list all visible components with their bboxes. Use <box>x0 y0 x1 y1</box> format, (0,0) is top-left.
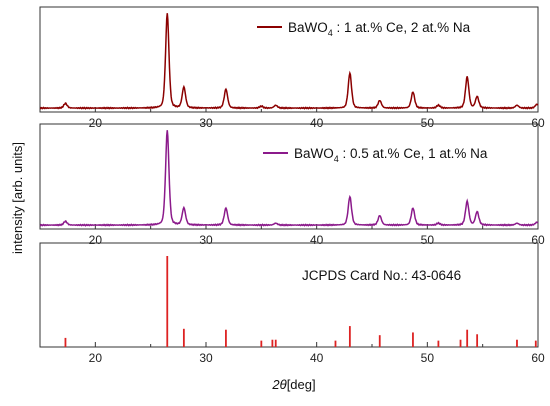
x-axis-symbol: 2θ <box>271 377 286 392</box>
x-tick-label: 20 <box>89 116 103 130</box>
legend-2-subscript: 4 <box>334 154 339 164</box>
x-tick-label: 30 <box>199 351 213 365</box>
x-axis-label: 2θ[deg] <box>271 377 315 392</box>
x-tick-label: 20 <box>89 351 103 365</box>
y-axis-label: intensity [arb. units] <box>10 142 25 254</box>
panel-2: 20 30 40 50 60 BaWO4 : 0.5 at.% Ce, 1 at.% N… <box>39 123 545 247</box>
legend-2-label: BaWO4 : 0.5 at.% Ce, 1 at.% Na <box>294 146 488 164</box>
panel-1: 20 30 40 50 60 BaWO4 : 1 at.% Ce, 2 at.% Na <box>39 6 545 130</box>
x-tick-label: 30 <box>199 233 213 247</box>
legend-1-label: BaWO4 : 1 at.% Ce, 2 at.% Na <box>288 20 471 38</box>
panel-3: 20 30 40 50 60 JCPDS Card No.: 43-0646 <box>39 242 545 365</box>
panel-2-x-ticks: 20 30 40 50 60 <box>39 224 545 247</box>
panel-3-frame <box>39 242 539 348</box>
panel-3-x-ticks: 20 30 40 50 60 <box>39 342 545 365</box>
x-tick-label: 40 <box>310 116 324 130</box>
reference-lines <box>64 256 537 347</box>
legend-2-rest: : 0.5 at.% Ce, 1 at.% Na <box>339 146 488 161</box>
legend-1-subscript: 4 <box>328 28 333 38</box>
x-tick-label: 50 <box>421 233 435 247</box>
x-axis-unit: [deg] <box>287 377 316 392</box>
series-2-line <box>39 130 539 227</box>
reference-label: JCPDS Card No.: 43-0646 <box>302 268 461 283</box>
x-tick-label: 50 <box>421 351 435 365</box>
panel-2-frame <box>39 123 539 230</box>
x-tick-label: 40 <box>310 233 324 247</box>
x-tick-label: 40 <box>310 351 324 365</box>
legend-1-rest: : 1 at.% Ce, 2 at.% Na <box>333 20 471 35</box>
x-tick-label: 50 <box>421 116 435 130</box>
panel-1-x-ticks: 20 30 40 50 60 <box>39 107 545 130</box>
legend-2-base: BaWO <box>294 146 334 161</box>
legend-1-base: BaWO <box>288 20 328 35</box>
x-tick-label: 20 <box>89 233 103 247</box>
x-tick-label: 30 <box>199 116 213 130</box>
x-tick-label: 60 <box>531 351 545 365</box>
x-tick-label: 60 <box>531 116 545 130</box>
panel-1-frame <box>39 6 539 113</box>
series-1-line <box>39 13 539 110</box>
